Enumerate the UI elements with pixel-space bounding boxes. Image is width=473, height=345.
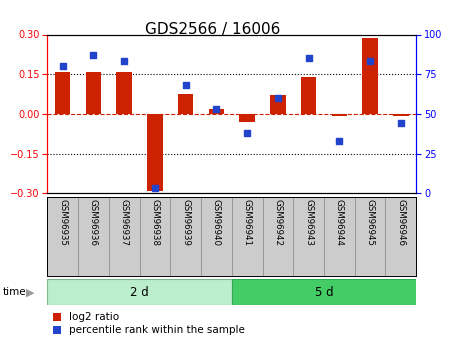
Bar [140,197,170,276]
Bar [232,197,263,276]
Bar [332,114,347,117]
Point [243,130,251,136]
Text: GSM96943: GSM96943 [304,199,313,246]
Point [397,121,405,126]
Text: 2 d: 2 d [130,286,149,299]
Point [120,59,128,64]
Bar [293,197,324,276]
Bar [201,197,232,276]
Bar [116,71,132,114]
Text: GDS2566 / 16006: GDS2566 / 16006 [145,22,280,37]
Point [182,82,189,88]
Point [213,106,220,112]
Bar [47,279,232,305]
Bar [232,279,416,305]
Bar [355,197,385,276]
Text: GSM96942: GSM96942 [273,199,282,246]
Bar [55,71,70,114]
Text: GSM96945: GSM96945 [366,199,375,246]
Text: GSM96938: GSM96938 [150,199,159,246]
Text: GSM96944: GSM96944 [335,199,344,246]
Bar [393,114,409,117]
Bar [263,197,293,276]
Bar [209,109,224,114]
Text: 5 d: 5 d [315,286,333,299]
Bar [147,114,163,190]
Text: GSM96946: GSM96946 [396,199,405,246]
Point [274,95,282,101]
Point [151,186,159,191]
Bar [324,197,355,276]
Point [59,63,66,69]
Text: GSM96935: GSM96935 [58,199,67,246]
Bar [270,95,286,114]
Bar [239,114,255,122]
Bar [170,197,201,276]
Text: GSM96939: GSM96939 [181,199,190,246]
Legend: log2 ratio, percentile rank within the sample: log2 ratio, percentile rank within the s… [53,312,245,335]
Text: time: time [2,287,26,297]
Bar [301,77,316,114]
Bar [109,197,140,276]
Bar [86,71,101,114]
Text: GSM96937: GSM96937 [120,199,129,246]
Point [336,138,343,144]
Bar [47,197,78,276]
Bar [362,38,378,114]
Text: GSM96940: GSM96940 [212,199,221,246]
Point [305,56,312,61]
Text: ▶: ▶ [26,287,35,297]
Text: GSM96941: GSM96941 [243,199,252,246]
Bar [385,197,416,276]
Point [90,52,97,58]
Bar [78,197,109,276]
Bar [178,94,193,114]
Text: GSM96936: GSM96936 [89,199,98,246]
Point [366,59,374,64]
